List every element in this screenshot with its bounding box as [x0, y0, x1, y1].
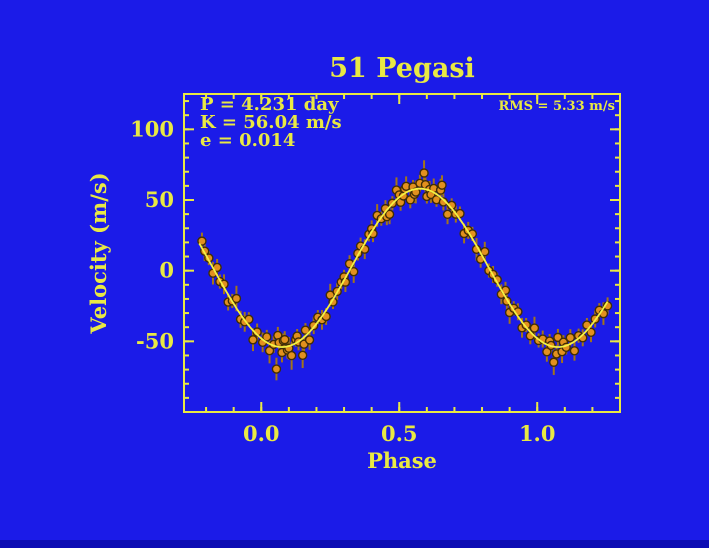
data-point [304, 335, 315, 345]
data-point [384, 209, 395, 219]
data-points [197, 168, 613, 374]
annotation-amplitude: K = 56.04 m/s [200, 112, 342, 133]
data-point [252, 327, 262, 337]
data-point [419, 168, 429, 178]
x-tick-label: 0.0 [243, 421, 280, 446]
data-point [437, 180, 447, 190]
annotation-eccentricity: e = 0.014 [200, 130, 295, 151]
data-point [297, 350, 308, 361]
data-point [286, 350, 297, 361]
data-point [262, 332, 272, 342]
data-point [565, 332, 576, 343]
data-point [529, 323, 540, 333]
data-point [586, 327, 596, 337]
data-point [442, 209, 453, 219]
data-point [300, 325, 311, 335]
x-axis-label: Phase [367, 448, 437, 473]
chart-title: 51 Pegasi [329, 53, 475, 84]
data-point [521, 320, 531, 330]
data-point [231, 293, 242, 304]
data-point [569, 346, 580, 356]
data-point [542, 347, 552, 357]
data-point [271, 364, 282, 374]
window-bottom-edge [0, 540, 709, 548]
y-tick-label: -50 [136, 328, 174, 353]
fit-curve [198, 187, 609, 348]
data-point [280, 334, 290, 345]
annotation-period: P = 4.231 day [200, 94, 339, 115]
tick-labels: 0.0 0.5 1.0 -50 0 50 100 [130, 116, 555, 446]
y-axis-label: Velocity (m/s) [86, 172, 111, 334]
y-tick-label: 0 [159, 258, 174, 283]
y-tick-label: 50 [145, 187, 174, 212]
data-point [248, 335, 258, 345]
annotation-rms: RMS = 5.33 m/s [498, 99, 615, 114]
data-point [438, 197, 449, 207]
x-tick-label: 1.0 [519, 421, 556, 446]
axes-and-ticks [183, 93, 621, 413]
x-tick-label: 0.5 [381, 421, 418, 446]
fit-curve-path [198, 187, 609, 348]
y-tick-label: 100 [130, 116, 174, 141]
data-point [549, 357, 559, 367]
plot-frame [183, 93, 621, 413]
